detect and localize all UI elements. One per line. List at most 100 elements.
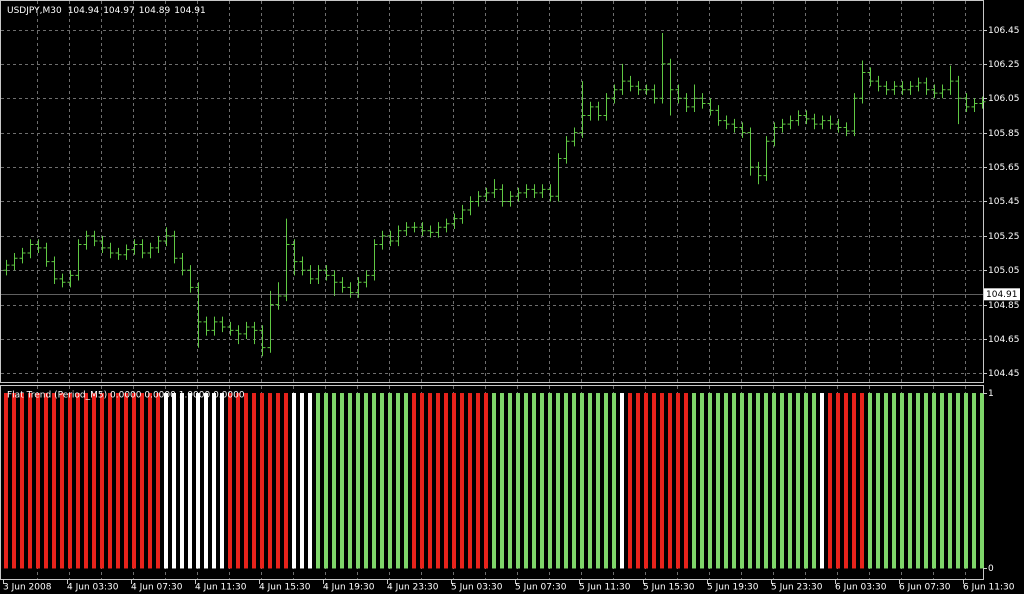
- ohlc-bar: [651, 84, 658, 104]
- ohlc-bar: [971, 98, 978, 113]
- ohlc-bar: [83, 230, 90, 250]
- histogram-bar: [772, 393, 776, 569]
- histogram-bar: [444, 393, 448, 569]
- histogram-bar: [548, 393, 552, 569]
- ohlc-bar: [19, 247, 26, 264]
- histogram-bar: [28, 393, 32, 569]
- ohlc-bar: [139, 239, 146, 259]
- ohlc-bar: [955, 75, 962, 125]
- ohlc-bar: [195, 282, 202, 348]
- histogram-bar: [628, 393, 632, 569]
- ohlc-bar: [99, 235, 106, 254]
- ohlc-bar: [675, 84, 682, 104]
- histogram-bar: [52, 393, 56, 569]
- price-marker-box: [984, 288, 1020, 301]
- histogram-bar: [380, 393, 384, 569]
- histogram-bar: [404, 393, 408, 569]
- ohlc-bar: [835, 118, 842, 133]
- histogram-bar: [916, 393, 920, 569]
- chart-title: USDJPY,M30: [7, 6, 62, 16]
- histogram-bar: [708, 393, 712, 569]
- histogram-bar: [732, 393, 736, 569]
- histogram-bar: [436, 393, 440, 569]
- y-tick-label: 105.45: [988, 197, 1020, 207]
- histogram-bar: [484, 393, 488, 569]
- ohlc-bar: [611, 84, 618, 104]
- ohlc-bar: [563, 136, 570, 164]
- ohlc-bar: [251, 321, 258, 345]
- histogram-bar: [820, 393, 824, 569]
- histogram-bar: [884, 393, 888, 569]
- ohlc-bar: [283, 218, 290, 302]
- ohlc-bar: [707, 98, 714, 116]
- histogram-bar: [844, 393, 848, 569]
- histogram-bar: [892, 393, 896, 569]
- ohlc-bar: [715, 105, 722, 126]
- y-tick-label: 1: [988, 389, 994, 399]
- ohlc-bar: [883, 81, 890, 95]
- histogram-bar: [508, 393, 512, 569]
- histogram-bar: [596, 393, 600, 569]
- histogram-bar: [700, 393, 704, 569]
- ohlc-bar: [915, 77, 922, 92]
- ohlc-bar: [579, 81, 586, 138]
- histogram-bar: [556, 393, 560, 569]
- ohlc-bar: [35, 239, 42, 254]
- histogram-bar: [812, 393, 816, 569]
- ohlc-bar: [867, 67, 874, 87]
- ohlc-bar: [699, 93, 706, 109]
- histogram-bar: [788, 393, 792, 569]
- ohlc-bar: [827, 115, 834, 130]
- x-tick-label: 6 Jun 07:30: [899, 583, 951, 593]
- histogram-bar: [756, 393, 760, 569]
- ohlc-bar: [571, 127, 578, 147]
- ohlc-bar: [771, 122, 778, 147]
- histogram-bar: [668, 393, 672, 569]
- ohlc-bar: [267, 290, 274, 353]
- ohlc-bar: [331, 270, 338, 297]
- histogram-bar: [692, 393, 696, 569]
- histogram-bar: [276, 393, 280, 569]
- ohlc-bar: [155, 235, 162, 254]
- histogram-bar: [348, 393, 352, 569]
- histogram-bar: [60, 393, 64, 569]
- x-tick-label: 4 Jun 03:30: [67, 583, 119, 593]
- histogram-bar: [900, 393, 904, 569]
- histogram-bar: [860, 393, 864, 569]
- histogram-bar: [44, 393, 48, 569]
- histogram-bar: [804, 393, 808, 569]
- header-value: 104.97: [103, 6, 135, 16]
- histogram-bar: [292, 393, 296, 569]
- histogram-bar: [748, 393, 752, 569]
- histogram-bar: [156, 393, 160, 569]
- histogram-bar: [252, 393, 256, 569]
- histogram-bar: [180, 393, 184, 569]
- histogram-bar: [580, 393, 584, 569]
- histogram-bar: [516, 393, 520, 569]
- histogram-bar: [492, 393, 496, 569]
- ohlc-bar: [787, 115, 794, 130]
- histogram-bar: [76, 393, 80, 569]
- ohlc-bar: [395, 225, 402, 247]
- histogram-bar: [356, 393, 360, 569]
- ohlc-bar: [419, 222, 426, 236]
- ohlc-bar: [667, 58, 674, 116]
- histogram-bar: [764, 393, 768, 569]
- ohlc-bar: [403, 222, 410, 236]
- histogram-bar: [724, 393, 728, 569]
- ohlc-bar: [491, 179, 498, 199]
- ohlc-bar: [963, 93, 970, 113]
- histogram-bar: [460, 393, 464, 569]
- ohlc-bar: [379, 230, 386, 250]
- histogram-bar: [108, 393, 112, 569]
- ohlc-bar: [859, 60, 866, 104]
- histogram-bar: [932, 393, 936, 569]
- histogram-bar: [332, 393, 336, 569]
- ohlc-bar: [171, 230, 178, 264]
- histogram-bar: [4, 393, 8, 569]
- ohlc-bar: [843, 122, 850, 137]
- histogram-bar: [324, 393, 328, 569]
- ohlc-bar: [347, 282, 354, 298]
- ohlc-bar: [51, 256, 58, 284]
- ohlc-bar: [27, 239, 34, 259]
